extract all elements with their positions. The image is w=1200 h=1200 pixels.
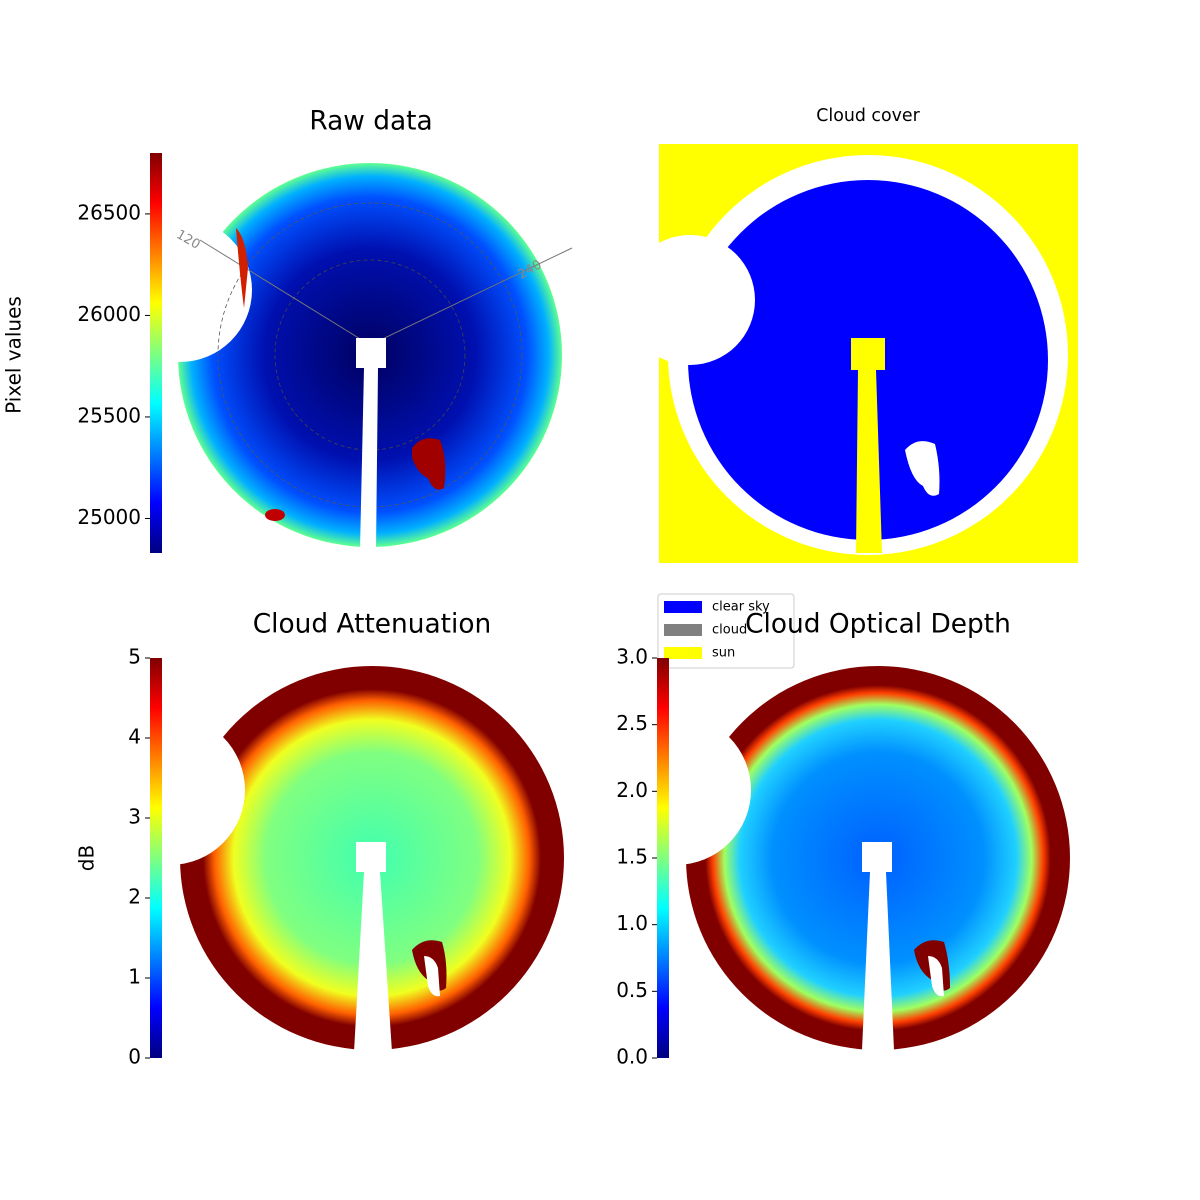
legend-label: cloud xyxy=(712,623,747,638)
colorbar xyxy=(150,153,162,553)
legend-patch xyxy=(664,601,702,613)
colorbar-tick-label: 0.0 xyxy=(616,1045,648,1069)
panel-title: Cloud Optical Depth xyxy=(745,609,1011,640)
colorbar-tick-label: 2.0 xyxy=(616,778,648,802)
colorbar-tick-label: 25000 xyxy=(77,505,141,529)
legend-patch xyxy=(664,624,702,636)
colorbar-tick-label: 4 xyxy=(128,725,141,749)
colorbar xyxy=(657,658,669,1058)
colorbar-tick-label: 1 xyxy=(128,965,141,989)
colorbar-tick-label: 0.5 xyxy=(616,978,648,1002)
attenuation-image xyxy=(95,666,564,1052)
colorbar-tick-label: 0 xyxy=(128,1045,141,1069)
optical-depth-image xyxy=(601,666,1070,1050)
colorbar-tick-label: 25500 xyxy=(77,403,141,427)
colorbar-tick-label: 3 xyxy=(128,805,141,829)
colorbar-tick-label: 2 xyxy=(128,885,141,909)
legend-patch xyxy=(664,647,702,659)
colorbar-tick-label: 1.0 xyxy=(616,911,648,935)
colorbar-tick-label: 26500 xyxy=(77,200,141,224)
raw-image xyxy=(108,163,573,550)
legend-label: sun xyxy=(712,646,735,661)
colorbar-label: dB xyxy=(75,845,99,871)
colorbar-tick-label: 2.5 xyxy=(616,711,648,735)
colorbar-tick-label: 3.0 xyxy=(616,645,648,669)
cloud-cover-image xyxy=(625,144,1078,563)
panel-title: Cloud cover xyxy=(816,106,920,126)
colorbar-label: Pixel values xyxy=(2,296,26,414)
colorbar xyxy=(150,658,162,1058)
colorbar-tick-label: 1.5 xyxy=(616,845,648,869)
colorbar-tick-label: 26000 xyxy=(77,302,141,326)
legend-label: clear sky xyxy=(712,600,770,615)
panel-title: Raw data xyxy=(309,106,432,137)
colorbar-tick-label: 5 xyxy=(128,645,141,669)
panel-title: Cloud Attenuation xyxy=(253,609,491,640)
